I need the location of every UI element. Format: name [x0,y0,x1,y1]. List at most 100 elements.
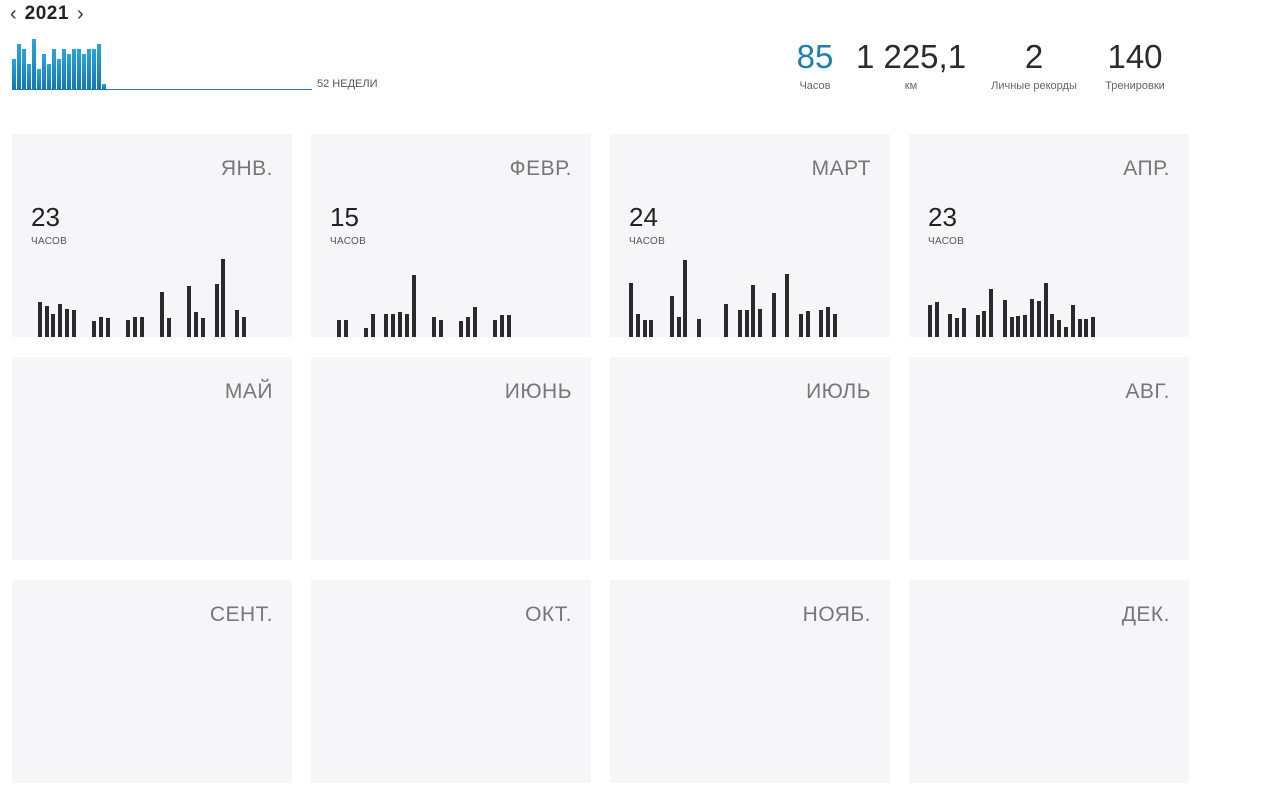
chevron-left-icon[interactable]: ‹ [10,3,17,25]
month-card[interactable]: ДЕК. [909,580,1189,783]
day-bar[interactable] [500,315,504,337]
day-bar[interactable] [1023,315,1027,337]
day-bar[interactable] [38,302,42,337]
day-bar[interactable] [989,289,993,337]
day-bar[interactable] [51,314,55,337]
week-bar[interactable] [22,49,26,89]
day-bar[interactable] [160,292,164,337]
day-bar[interactable] [133,317,137,337]
month-card[interactable]: АВГ. [909,357,1189,560]
day-bar[interactable] [751,285,755,337]
day-bar[interactable] [806,311,810,337]
month-card[interactable]: ИЮНЬ [311,357,591,560]
week-bar[interactable] [12,59,16,89]
week-bar[interactable] [62,49,66,89]
day-bar[interactable] [99,317,103,337]
day-bar[interactable] [106,318,110,337]
day-bar[interactable] [194,312,198,337]
day-bar[interactable] [242,317,246,337]
month-card[interactable]: НОЯБ. [610,580,890,783]
day-bar[interactable] [398,312,402,337]
week-bar[interactable] [47,64,51,89]
day-bar[interactable] [629,283,633,337]
day-bar[interactable] [221,259,225,337]
week-bar[interactable] [42,54,46,89]
day-bar[interactable] [45,306,49,337]
day-bar[interactable] [58,304,62,337]
week-bar[interactable] [57,59,61,89]
month-card[interactable]: ИЮЛЬ [610,357,890,560]
day-bar[interactable] [670,296,674,337]
day-bar[interactable] [493,320,497,337]
day-bar[interactable] [758,309,762,337]
day-bar[interactable] [466,317,470,337]
day-bar[interactable] [1037,301,1041,337]
day-bar[interactable] [1078,319,1082,337]
day-bar[interactable] [201,318,205,337]
day-bar[interactable] [1044,283,1048,337]
day-bar[interactable] [683,260,687,337]
week-bar[interactable] [77,49,81,89]
day-bar[interactable] [636,314,640,337]
day-bar[interactable] [1091,317,1095,337]
month-card[interactable]: МАРТ 24 ЧАСОВ [610,134,890,337]
week-bar[interactable] [67,54,71,89]
day-bar[interactable] [833,314,837,337]
week-bar[interactable] [97,44,101,89]
day-bar[interactable] [1084,319,1088,337]
day-bar[interactable] [935,302,939,337]
day-bar[interactable] [405,314,409,337]
day-bar[interactable] [92,321,96,337]
day-bar[interactable] [724,304,728,337]
day-bar[interactable] [215,284,219,337]
week-bar[interactable] [37,69,41,89]
day-bar[interactable] [439,320,443,337]
day-bar[interactable] [1030,299,1034,337]
day-bar[interactable] [1050,314,1054,337]
day-bar[interactable] [364,328,368,337]
day-bar[interactable] [1064,327,1068,337]
chevron-right-icon[interactable]: › [76,3,84,25]
day-bar[interactable] [745,310,749,337]
day-bar[interactable] [459,321,463,337]
day-bar[interactable] [962,308,966,337]
day-bar[interactable] [982,311,986,337]
day-bar[interactable] [391,314,395,337]
day-bar[interactable] [337,320,341,337]
month-card[interactable]: МАЙ [12,357,292,560]
day-bar[interactable] [65,309,69,337]
day-bar[interactable] [772,293,776,337]
month-card[interactable]: СЕНТ. [12,580,292,783]
weekly-bar-chart[interactable] [12,36,312,90]
day-bar[interactable] [126,320,130,337]
day-bar[interactable] [799,314,803,337]
day-bar[interactable] [948,314,952,337]
day-bar[interactable] [976,315,980,337]
day-bar[interactable] [1003,300,1007,337]
day-bar[interactable] [1016,316,1020,337]
day-bar[interactable] [432,317,436,337]
day-bar[interactable] [643,320,647,337]
day-bar[interactable] [1057,320,1061,337]
month-card[interactable]: ОКТ. [311,580,591,783]
week-bar[interactable] [82,54,86,89]
month-card[interactable]: ФЕВР. 15 ЧАСОВ [311,134,591,337]
day-bar[interactable] [738,310,742,337]
week-bar[interactable] [87,49,91,89]
day-bar[interactable] [955,318,959,337]
day-bar[interactable] [384,314,388,337]
week-bar[interactable] [72,49,76,89]
day-bar[interactable] [826,307,830,337]
week-bar[interactable] [92,49,96,89]
month-card[interactable]: ЯНВ. 23 ЧАСОВ [12,134,292,337]
week-bar[interactable] [102,84,106,89]
week-bar[interactable] [52,49,56,89]
day-bar[interactable] [649,320,653,337]
day-bar[interactable] [344,320,348,337]
month-card[interactable]: АПР. 23 ЧАСОВ [909,134,1189,337]
day-bar[interactable] [1071,305,1075,337]
day-bar[interactable] [507,315,511,337]
day-bar[interactable] [187,286,191,337]
day-bar[interactable] [785,274,789,337]
day-bar[interactable] [371,314,375,337]
